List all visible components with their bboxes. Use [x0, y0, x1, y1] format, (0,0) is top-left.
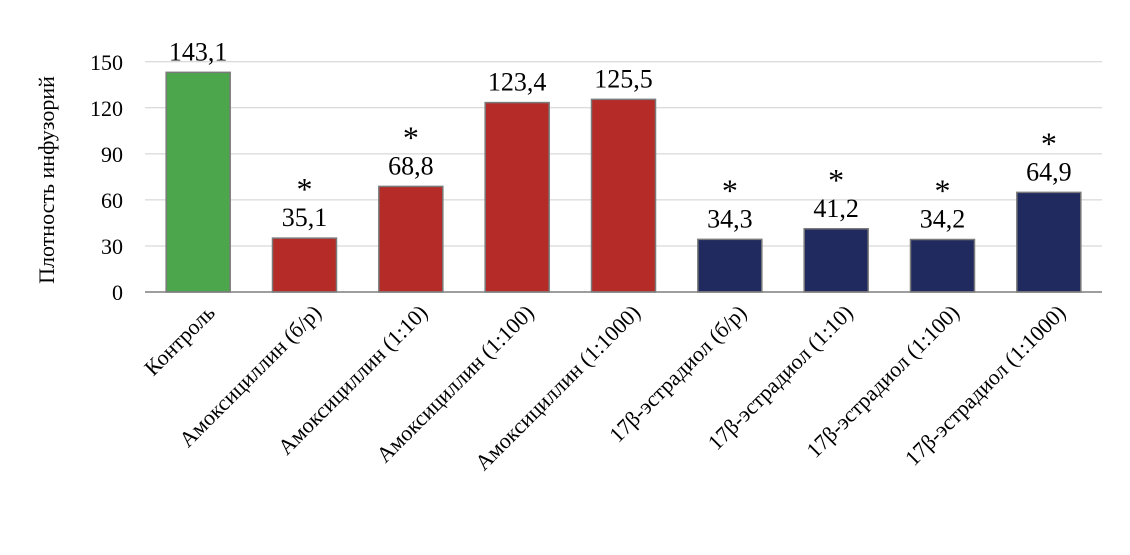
y-tick-label: 120 [90, 96, 123, 121]
y-tick-label: 60 [101, 188, 123, 213]
bar [378, 185, 444, 293]
y-tick-label: 90 [101, 142, 123, 167]
bar [909, 238, 976, 293]
significance-star: * [1041, 125, 1057, 161]
x-category-label: Контроль [139, 300, 220, 381]
y-tick-label: 150 [90, 50, 123, 75]
y-axis-title: Плотность инфузорий [34, 76, 59, 284]
value-label: 34,2 [920, 205, 966, 234]
significance-star: * [297, 171, 313, 207]
y-tick-label: 30 [101, 234, 123, 259]
value-label: 68,8 [388, 151, 434, 180]
y-axis-ticks: 0 30 60 90 120 150 [90, 50, 123, 305]
bar [1016, 191, 1082, 293]
y-tick-label: 0 [112, 280, 123, 305]
bar [697, 238, 763, 293]
value-label: 143,1 [169, 37, 228, 66]
value-label: 125,5 [594, 64, 653, 93]
bar [803, 228, 869, 293]
value-label: 35,1 [282, 203, 328, 232]
significance-star: * [722, 172, 738, 208]
value-label: 123,4 [488, 68, 547, 97]
value-label: 34,3 [707, 204, 753, 233]
bar [271, 237, 338, 293]
value-label: 41,2 [813, 194, 859, 223]
value-labels: 143,135,1*68,8*123,4 125,534,3* 41,2*34,2*… [169, 37, 1072, 233]
bar [484, 101, 550, 293]
bars [165, 71, 1082, 293]
value-label: 64,9 [1026, 157, 1072, 186]
significance-star: * [403, 119, 419, 155]
significance-star: * [935, 173, 951, 209]
bar [590, 98, 657, 293]
significance-star: * [828, 162, 844, 198]
bar [165, 71, 231, 293]
